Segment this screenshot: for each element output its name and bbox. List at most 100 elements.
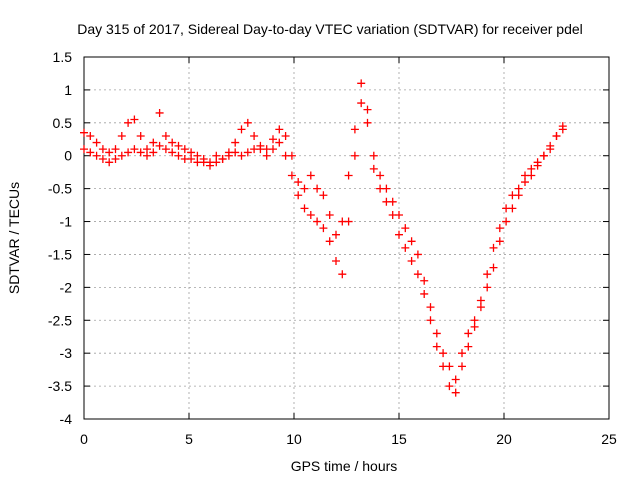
data-point	[319, 191, 328, 200]
x-tick-label: 20	[496, 431, 512, 447]
data-point	[287, 171, 296, 180]
data-point	[243, 148, 252, 157]
data-point	[180, 145, 189, 154]
data-point	[483, 270, 492, 279]
data-point	[98, 155, 107, 164]
data-point	[344, 171, 353, 180]
data-point	[407, 237, 416, 246]
y-tick-label: -4	[60, 411, 73, 427]
data-point	[92, 138, 101, 147]
data-point	[155, 108, 164, 117]
data-point	[464, 342, 473, 351]
data-point	[294, 191, 303, 200]
data-point	[306, 171, 315, 180]
y-tick-label: -3	[60, 345, 73, 361]
data-point	[458, 362, 466, 371]
data-point	[117, 131, 126, 140]
y-tick-label: -0.5	[48, 181, 72, 197]
data-point	[294, 178, 303, 187]
data-point	[426, 316, 435, 325]
data-point	[382, 197, 391, 206]
y-tick-label: 1.5	[53, 49, 73, 65]
data-point	[206, 161, 214, 170]
data-point	[401, 243, 410, 252]
data-point	[350, 125, 359, 134]
axis-ticks	[83, 56, 610, 420]
data-point	[413, 270, 422, 279]
data-point	[269, 145, 277, 154]
data-point	[445, 382, 454, 391]
data-point	[212, 158, 221, 167]
data-point	[136, 131, 145, 140]
y-tick-labels: -4 -3.5 -3 -2.5 -2 -1.5 -1 -0.5 0 0.5 1 1.5	[48, 49, 72, 427]
data-point	[281, 151, 290, 160]
data-point	[502, 217, 511, 226]
data-point	[552, 131, 561, 140]
y-axis-label: SDTVAR / TECUs	[6, 182, 22, 294]
data-point	[117, 151, 126, 160]
data-point	[350, 151, 359, 160]
plot-frame	[83, 56, 610, 420]
data-point	[514, 191, 523, 200]
data-point	[420, 289, 429, 298]
data-point	[470, 322, 479, 331]
data-point	[105, 148, 114, 157]
chart-title: Day 315 of 2017, Sidereal Day-to-day VTE…	[77, 21, 583, 37]
data-point	[111, 155, 120, 164]
data-point	[281, 131, 290, 140]
data-point	[395, 230, 403, 239]
data-point	[401, 224, 410, 233]
y-tick-label: 0.5	[53, 115, 73, 131]
data-point	[313, 184, 322, 193]
data-point	[124, 118, 133, 127]
data-point	[250, 131, 259, 140]
data-points	[80, 79, 567, 397]
y-tick-label: -1.5	[48, 246, 72, 262]
data-point	[319, 224, 328, 233]
data-point	[124, 148, 133, 157]
data-point	[376, 171, 385, 180]
data-point	[149, 138, 158, 147]
data-point	[495, 237, 504, 246]
data-point	[155, 141, 164, 150]
data-point	[262, 151, 271, 160]
x-tick-label: 10	[286, 431, 302, 447]
x-tick-label: 25	[601, 431, 617, 447]
y-tick-label: 1	[64, 82, 72, 98]
data-point	[92, 151, 101, 160]
data-point	[237, 125, 246, 134]
data-point	[332, 257, 340, 266]
data-point	[521, 178, 529, 187]
data-point	[243, 118, 252, 127]
data-point	[224, 148, 233, 157]
data-point	[363, 105, 372, 114]
data-point	[313, 217, 322, 226]
data-point	[98, 145, 107, 154]
data-point	[269, 135, 277, 144]
data-point	[363, 118, 372, 127]
data-point	[143, 151, 151, 160]
data-point	[489, 263, 498, 272]
data-point	[458, 349, 466, 358]
gridlines	[84, 57, 609, 419]
data-point	[111, 145, 120, 154]
x-tick-labels: 0 5 10 15 20 25	[80, 431, 617, 447]
y-tick-label: -2.5	[48, 312, 72, 328]
data-point	[451, 375, 460, 384]
data-point	[483, 283, 492, 292]
data-point	[546, 141, 555, 150]
data-point	[275, 125, 284, 134]
data-point	[420, 276, 429, 285]
data-point	[325, 237, 334, 246]
data-point	[539, 151, 548, 160]
data-point	[86, 148, 95, 157]
x-tick-label: 5	[185, 431, 193, 447]
data-point	[174, 151, 183, 160]
data-point	[388, 210, 397, 219]
data-point	[476, 303, 485, 312]
data-point	[231, 138, 240, 147]
data-point	[344, 217, 353, 226]
data-point	[161, 131, 170, 140]
data-point	[161, 145, 170, 154]
